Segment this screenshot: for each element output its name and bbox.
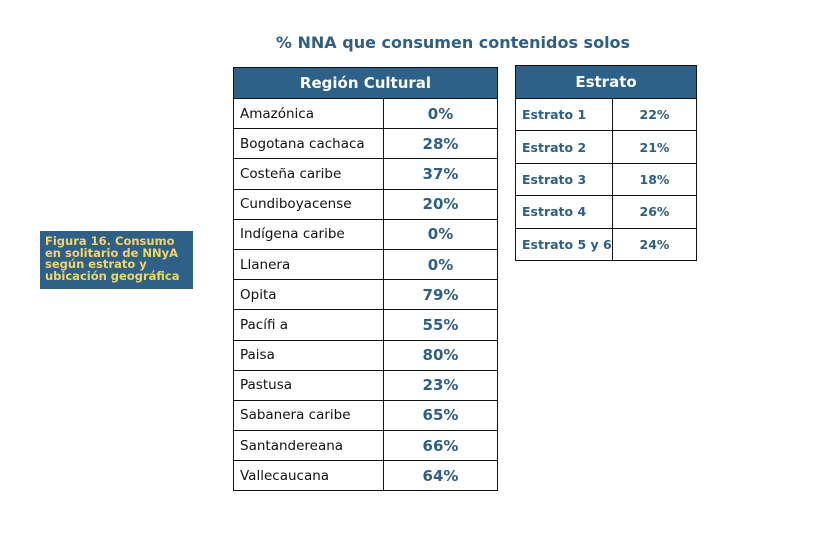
region-name: Indígena caribe (233, 218, 384, 250)
table-row: Indígena caribe 0% (233, 218, 498, 250)
table-row: Cundiboyacense 20% (233, 188, 498, 220)
estrato-header-row: Estrato (515, 65, 697, 99)
estrato-value: 22% (612, 97, 697, 132)
region-name: Cundiboyacense (233, 188, 384, 220)
estrato-value: 18% (612, 162, 697, 197)
table-row: Paisa 80% (233, 339, 498, 371)
estrato-name: Estrato 5 y 6 (515, 227, 613, 261)
region-name: Pacífi a (233, 309, 384, 341)
region-value: 66% (383, 430, 498, 462)
region-header: Región Cultural (233, 67, 498, 99)
caption-line: en solitario de NNyA (45, 245, 179, 260)
estrato-name: Estrato 1 (515, 97, 613, 132)
region-name: Amazónica (233, 97, 384, 130)
region-value: 80% (383, 339, 498, 371)
region-value: 28% (383, 128, 498, 160)
region-value: 23% (383, 369, 498, 401)
table-row: Estrato 4 26% (515, 195, 697, 229)
region-value: 0% (383, 97, 498, 130)
region-name: Costeña caribe (233, 158, 384, 190)
region-value: 20% (383, 188, 498, 220)
region-value: 37% (383, 158, 498, 190)
caption-line: según estrato y (45, 257, 147, 271)
table-row: Estrato 1 22% (515, 97, 697, 132)
region-name: Pastusa (233, 369, 384, 401)
table-row: Pastusa 23% (233, 369, 498, 401)
table-row: Bogotana cachaca 28% (233, 128, 498, 160)
region-table: Región Cultural Amazónica 0% Bogotana cac… (233, 67, 498, 492)
estrato-value: 21% (612, 130, 697, 164)
region-name: Bogotana cachaca (233, 128, 384, 160)
table-row: Santandereana 66% (233, 430, 498, 462)
region-name: Vallecaucana (233, 460, 384, 492)
region-value: 65% (383, 399, 498, 432)
table-row: Llanera 0% (233, 248, 498, 281)
caption-line: Figura 16. Consumo (45, 234, 175, 248)
table-row: Vallecaucana 64% (233, 460, 498, 492)
region-value: 64% (383, 460, 498, 492)
estrato-value: 24% (612, 227, 697, 261)
estrato-name: Estrato 2 (515, 130, 613, 164)
table-row: Pacífi a 55% (233, 309, 498, 341)
region-name: Opita (233, 279, 384, 311)
caption-line: ubicación geográfica (45, 268, 180, 283)
estrato-header: Estrato (515, 65, 697, 99)
table-row: Costeña caribe 37% (233, 158, 498, 190)
region-value: 55% (383, 309, 498, 341)
table-row: Estrato 3 18% (515, 162, 697, 197)
estrato-table: Estrato Estrato 1 22% Estrato 2 21% Estrat… (515, 65, 697, 261)
table-row: Estrato 2 21% (515, 130, 697, 164)
table-row: Amazónica 0% (233, 97, 498, 130)
region-name: Santandereana (233, 430, 384, 462)
estrato-name: Estrato 4 (515, 195, 613, 229)
region-name: Sabanera caribe (233, 399, 384, 432)
estrato-value: 26% (612, 195, 697, 229)
page-title: % NNA que consumen contenidos solos (275, 33, 631, 52)
region-value: 79% (383, 279, 498, 311)
region-value: 0% (383, 248, 498, 281)
region-value: 0% (383, 218, 498, 250)
table-row: Estrato 5 y 6 24% (515, 227, 697, 261)
table-row: Opita 79% (233, 279, 498, 311)
region-header-row: Región Cultural (233, 67, 498, 99)
region-name: Llanera (233, 248, 384, 281)
table-row: Sabanera caribe 65% (233, 399, 498, 432)
figure-caption: Figura 16. Consumo en solitario de NNyA … (40, 231, 193, 289)
region-name: Paisa (233, 339, 384, 371)
estrato-name: Estrato 3 (515, 162, 613, 197)
